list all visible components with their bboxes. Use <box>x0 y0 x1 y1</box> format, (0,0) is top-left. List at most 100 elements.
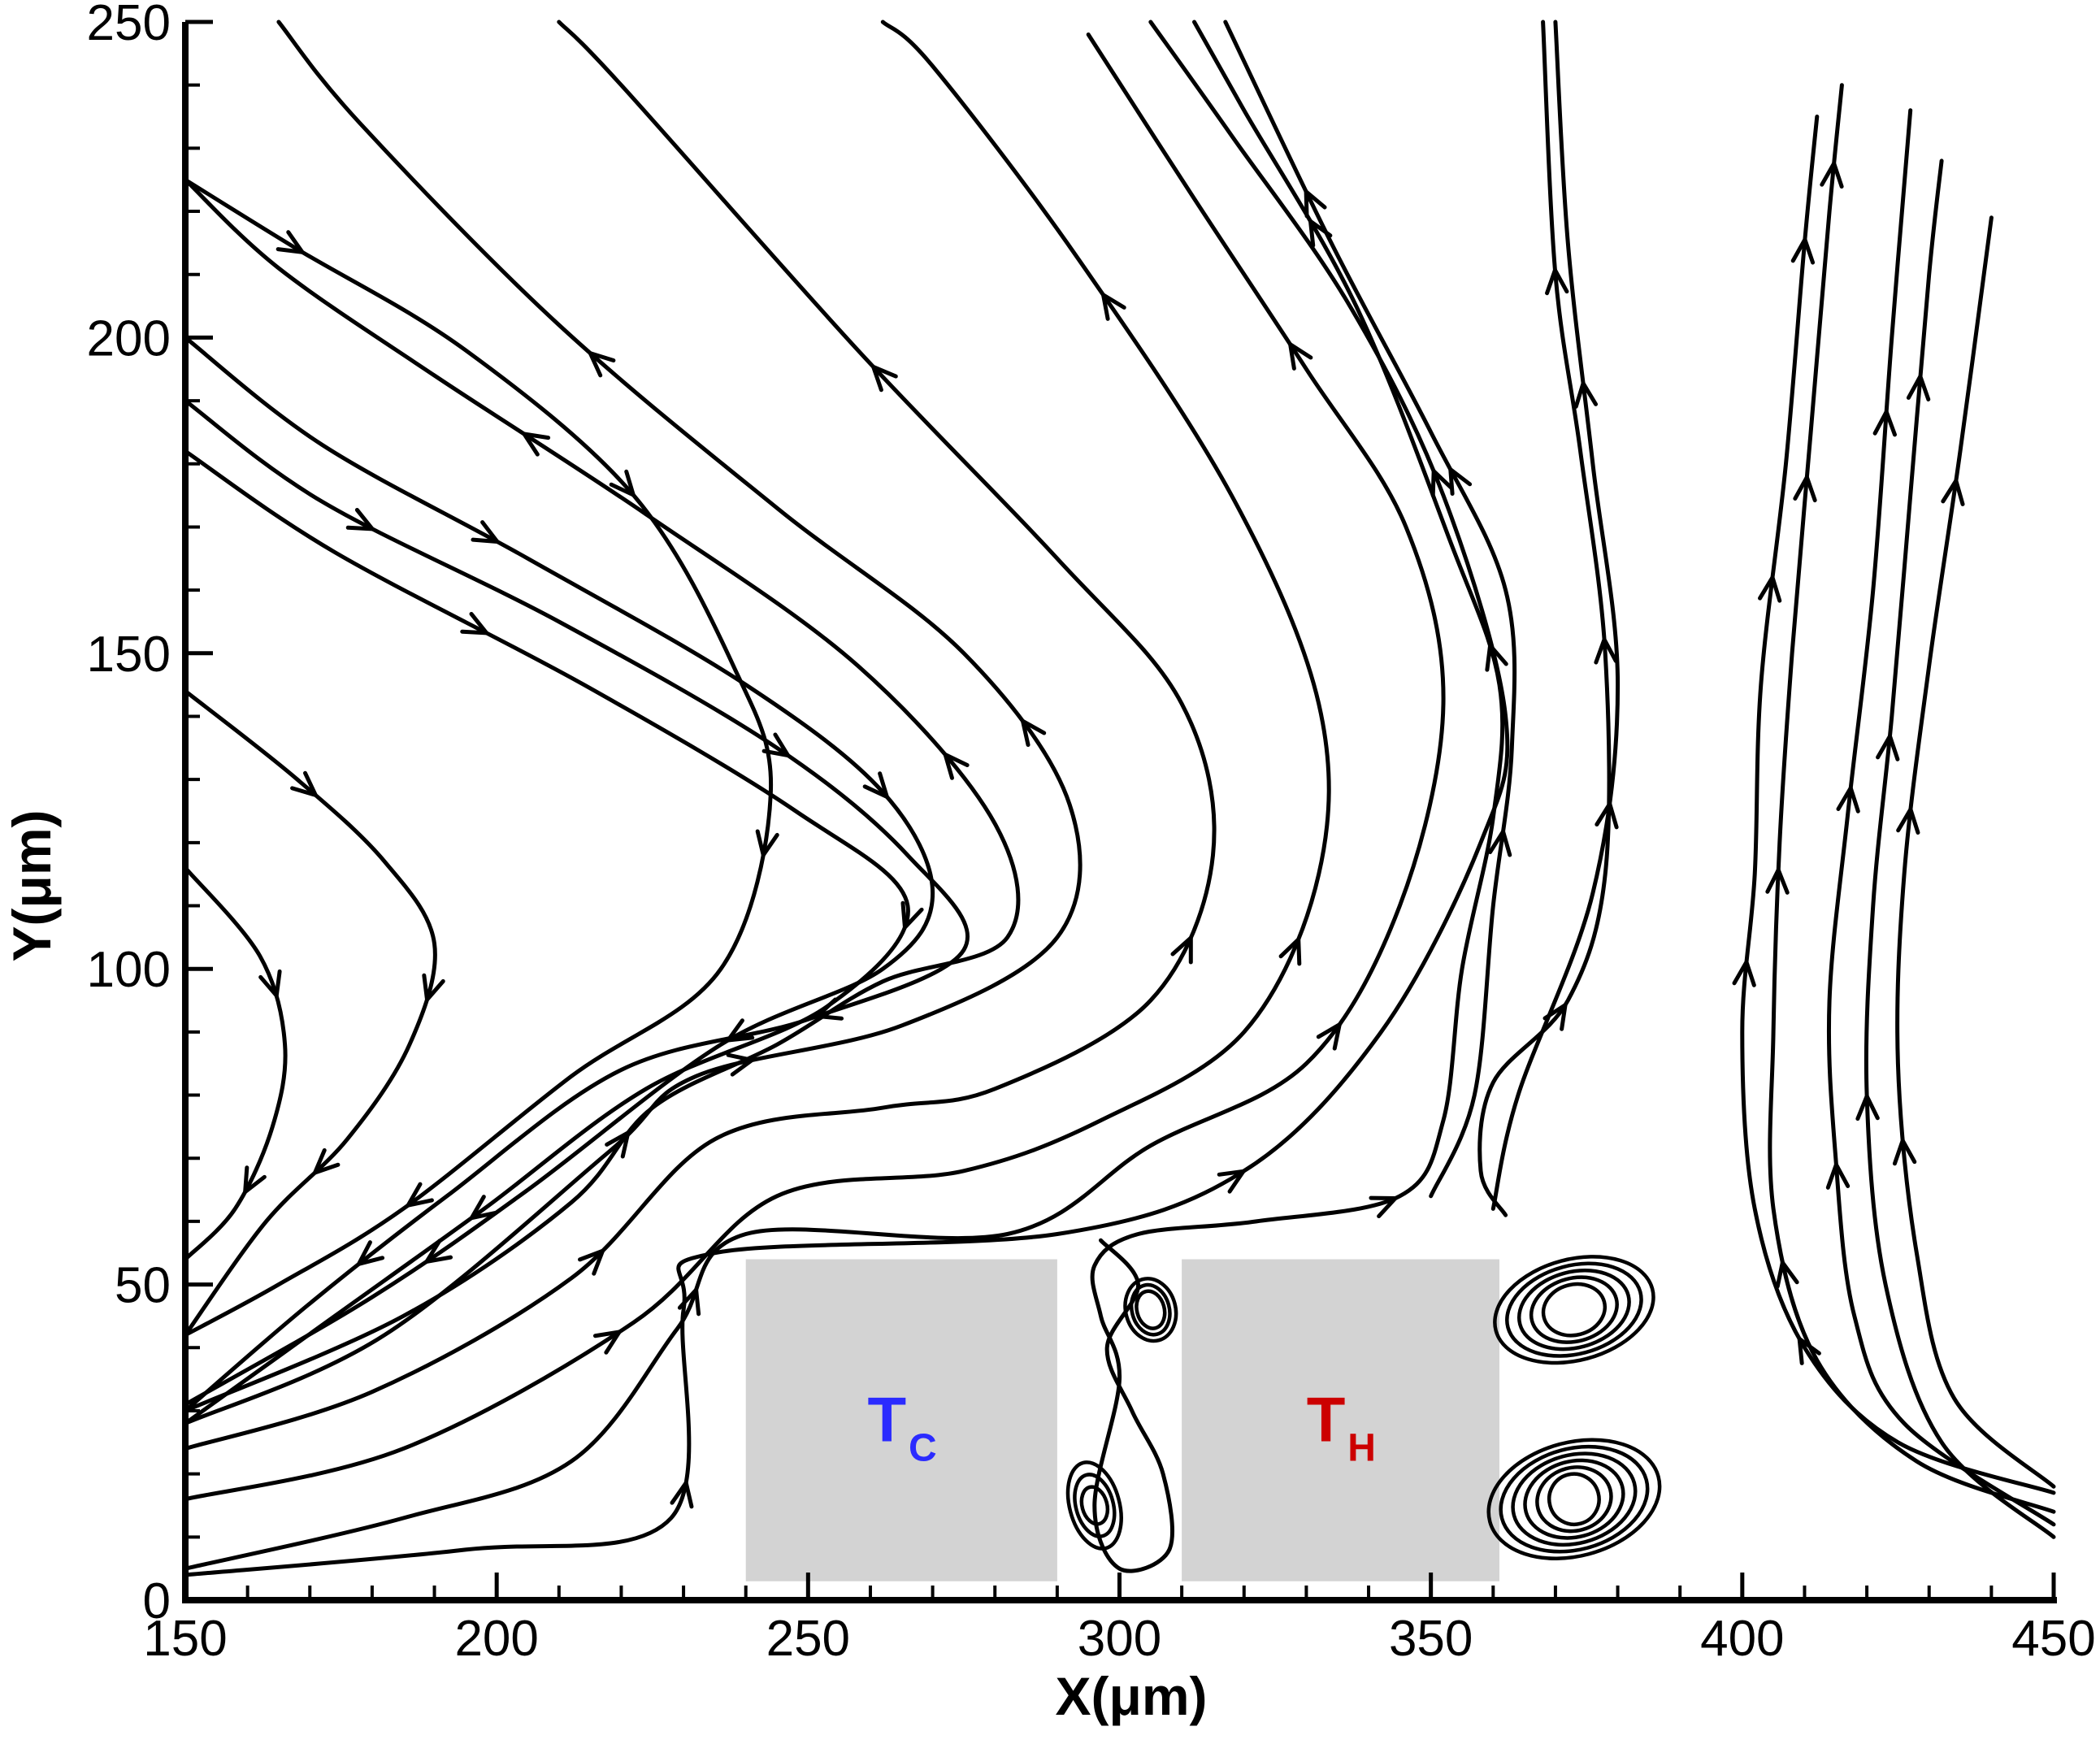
arrowhead <box>900 900 924 930</box>
arrowhead <box>755 829 779 857</box>
arrowhead <box>871 364 898 393</box>
arrowhead <box>1217 1169 1246 1194</box>
streamline <box>183 865 288 1261</box>
arrowhead <box>1876 734 1900 761</box>
vortex-ring <box>1079 1485 1110 1526</box>
arrowhead <box>1485 643 1508 672</box>
vortex-ring <box>1516 1268 1631 1351</box>
streamline <box>183 20 1083 1425</box>
arrowhead <box>1892 1138 1917 1166</box>
arrowhead <box>1758 575 1782 603</box>
arrowhead <box>588 351 616 378</box>
vortex-ring <box>1523 1458 1625 1540</box>
streamline <box>1223 20 1517 1199</box>
streamline <box>183 20 1331 1502</box>
y-tick-label: 0 <box>143 1573 171 1629</box>
arrowhead <box>726 1052 754 1077</box>
streamline <box>183 449 910 1425</box>
x-tick-label: 200 <box>454 1611 538 1667</box>
x-tick-label: 300 <box>1078 1611 1161 1667</box>
arrowhead <box>1732 960 1756 987</box>
arrowhead <box>1836 786 1860 813</box>
arrowhead <box>1775 1260 1799 1289</box>
arrowhead <box>1316 1022 1342 1051</box>
axis-ticks <box>183 20 2056 1603</box>
arrowhead <box>1369 1195 1398 1219</box>
arrowhead <box>1872 410 1897 437</box>
arrowhead <box>1790 237 1816 265</box>
streamline <box>1490 20 1621 1211</box>
x-tick-label: 350 <box>1389 1611 1473 1667</box>
streamline <box>183 335 935 1407</box>
vortex-ring <box>1529 1275 1619 1344</box>
arrowhead <box>1573 381 1599 409</box>
block-h-label: T <box>1307 1384 1346 1456</box>
y-axis-title: Y(μm) <box>2 809 62 961</box>
arrowhead <box>258 969 282 998</box>
arrowhead <box>1765 867 1790 895</box>
streamline <box>183 177 1021 1413</box>
arrowhead <box>578 1248 605 1276</box>
arrowhead <box>406 1182 434 1208</box>
block-c-subscript: C <box>909 1427 937 1470</box>
y-tick-label: 150 <box>87 627 171 683</box>
block-h-subscript: H <box>1347 1427 1376 1470</box>
streamline <box>1768 83 2056 1514</box>
arrowhead <box>1545 267 1569 296</box>
arrowhead <box>345 508 375 531</box>
streamline <box>183 20 1217 1451</box>
arrowhead <box>1288 342 1313 371</box>
arrowhead <box>422 973 445 1002</box>
arrowhead <box>522 432 551 457</box>
x-tick-label: 250 <box>766 1611 850 1667</box>
arrowhead <box>471 520 500 544</box>
streamline <box>183 33 1446 1571</box>
arrowhead <box>862 771 889 799</box>
arrowhead <box>1906 374 1931 401</box>
arrowhead <box>1896 807 1920 835</box>
vortex-ring <box>1493 1255 1655 1365</box>
vortex-ring <box>1547 1472 1601 1527</box>
vortex-ring <box>1129 1282 1172 1337</box>
arrowhead <box>609 469 636 497</box>
arrowhead <box>943 752 970 780</box>
arrowhead <box>460 611 489 636</box>
vortex-ring <box>1499 1444 1650 1554</box>
arrowhead <box>1448 467 1473 497</box>
vortex-ring <box>1123 1277 1178 1343</box>
arrowhead <box>290 770 318 797</box>
arrowhead <box>313 1147 341 1175</box>
arrowhead <box>1820 161 1844 189</box>
arrowhead <box>1855 1094 1880 1121</box>
arrowhead <box>1488 829 1512 857</box>
tick-labels: 150 200 250 300 350 400 450 0 50 100 150 200 250 <box>87 0 2096 1667</box>
vortex-ring <box>1535 1465 1613 1534</box>
vortex-ring <box>1486 1438 1662 1560</box>
streamline <box>1864 158 2056 1539</box>
x-tick-label: 450 <box>2011 1611 2095 1667</box>
arrowhead <box>1170 935 1193 965</box>
y-tick-label: 250 <box>87 0 171 51</box>
arrowhead <box>1595 801 1619 830</box>
arrowhead <box>276 230 305 254</box>
streamline <box>1826 108 2056 1527</box>
streamline <box>183 688 437 1338</box>
arrowhead <box>1101 293 1126 321</box>
arrowhead <box>1430 469 1454 498</box>
arrowhead <box>1941 479 1965 506</box>
vortex-ring <box>1135 1289 1167 1330</box>
y-tick-label: 50 <box>115 1258 171 1314</box>
y-tick-label: 100 <box>87 942 171 998</box>
streamline <box>183 177 774 1338</box>
arrowhead <box>1793 475 1817 503</box>
vortex-ring <box>1541 1282 1608 1338</box>
block-c-label: T <box>867 1384 906 1456</box>
streamlines <box>183 20 2056 1577</box>
vortex-ring <box>1511 1451 1638 1547</box>
arrowhead <box>670 1481 694 1509</box>
x-axis-title: X(μm) <box>1055 1666 1207 1726</box>
arrowhead <box>1021 718 1047 748</box>
block-h <box>1182 1259 1499 1581</box>
